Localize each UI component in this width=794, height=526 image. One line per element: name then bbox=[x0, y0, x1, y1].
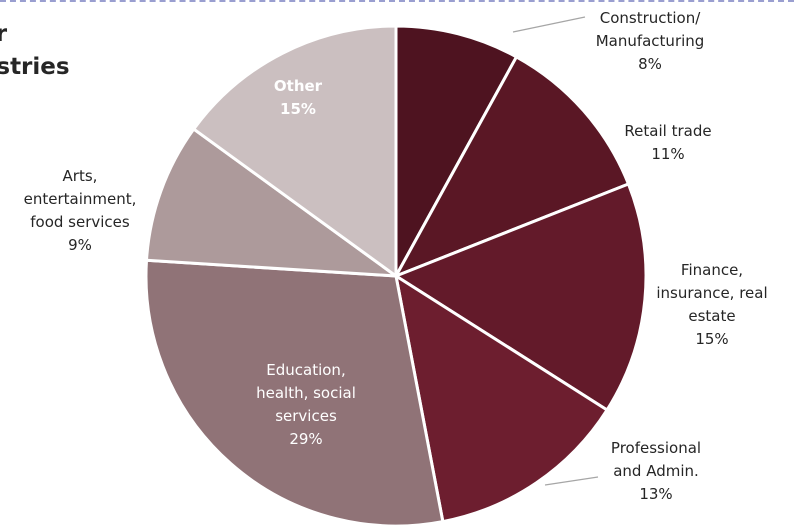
slice-category-label: Retail trade bbox=[624, 122, 711, 140]
slice-value-label: 13% bbox=[639, 485, 672, 503]
slice-label: Construction/Manufacturing 8% bbox=[596, 9, 705, 73]
slice-category-label: Other bbox=[274, 77, 323, 95]
slice-label: Retail trade 11% bbox=[624, 122, 711, 163]
slice-label: Finance, insurance, real estate 15% bbox=[656, 261, 767, 348]
title-line-2: ustries bbox=[0, 54, 70, 80]
slice-category-label: food services bbox=[30, 213, 130, 231]
slice-value-label: 11% bbox=[651, 145, 684, 163]
pie-slice bbox=[394, 55, 630, 278]
slice-value-label: 8% bbox=[638, 55, 662, 73]
slice-category-label: Construction/ bbox=[600, 9, 702, 27]
slice-value-label: 9% bbox=[68, 236, 92, 254]
slice-category-label: entertainment, bbox=[24, 190, 137, 208]
slice-category-label: Professional bbox=[611, 439, 701, 457]
slice-value-label: 15% bbox=[280, 100, 316, 118]
slice-category-label: insurance, real bbox=[656, 284, 767, 302]
pie-slice bbox=[394, 274, 609, 524]
slice-category-label: Finance, bbox=[681, 261, 743, 279]
slice-labels: Construction/Manufacturing 8% Retail trade… bbox=[24, 9, 768, 503]
slice-value-label: 29% bbox=[289, 430, 322, 448]
slice-label: Arts, entertainment, food services 9% bbox=[24, 167, 137, 254]
slice-value-label: 15% bbox=[695, 330, 728, 348]
slice-category-label: and Admin. bbox=[613, 462, 699, 480]
pie-slice bbox=[192, 24, 398, 278]
pie-slice bbox=[394, 24, 518, 278]
slice-label: Other 15% bbox=[274, 77, 323, 118]
slice-category-label: services bbox=[275, 407, 337, 425]
leader-line bbox=[544, 476, 599, 486]
slice-category-label: Arts, bbox=[63, 167, 98, 185]
slice-category-label: estate bbox=[688, 307, 735, 325]
leader-line bbox=[512, 16, 586, 33]
slice-category-label: Education, bbox=[266, 361, 345, 379]
leader-lines bbox=[512, 16, 599, 486]
pie-slice bbox=[394, 182, 648, 412]
chart-title: or ustries bbox=[0, 18, 100, 84]
slice-label: Professional and Admin. 13% bbox=[611, 439, 701, 503]
slice-category-label: Manufacturing bbox=[596, 32, 705, 50]
pie-slice bbox=[144, 127, 398, 278]
pie-slices bbox=[144, 24, 648, 526]
slice-label: Education, health, social services 29% bbox=[256, 361, 356, 448]
title-line-1: or bbox=[0, 21, 8, 47]
top-dashed-rule bbox=[0, 0, 794, 2]
slice-category-label: health, social bbox=[256, 384, 356, 402]
